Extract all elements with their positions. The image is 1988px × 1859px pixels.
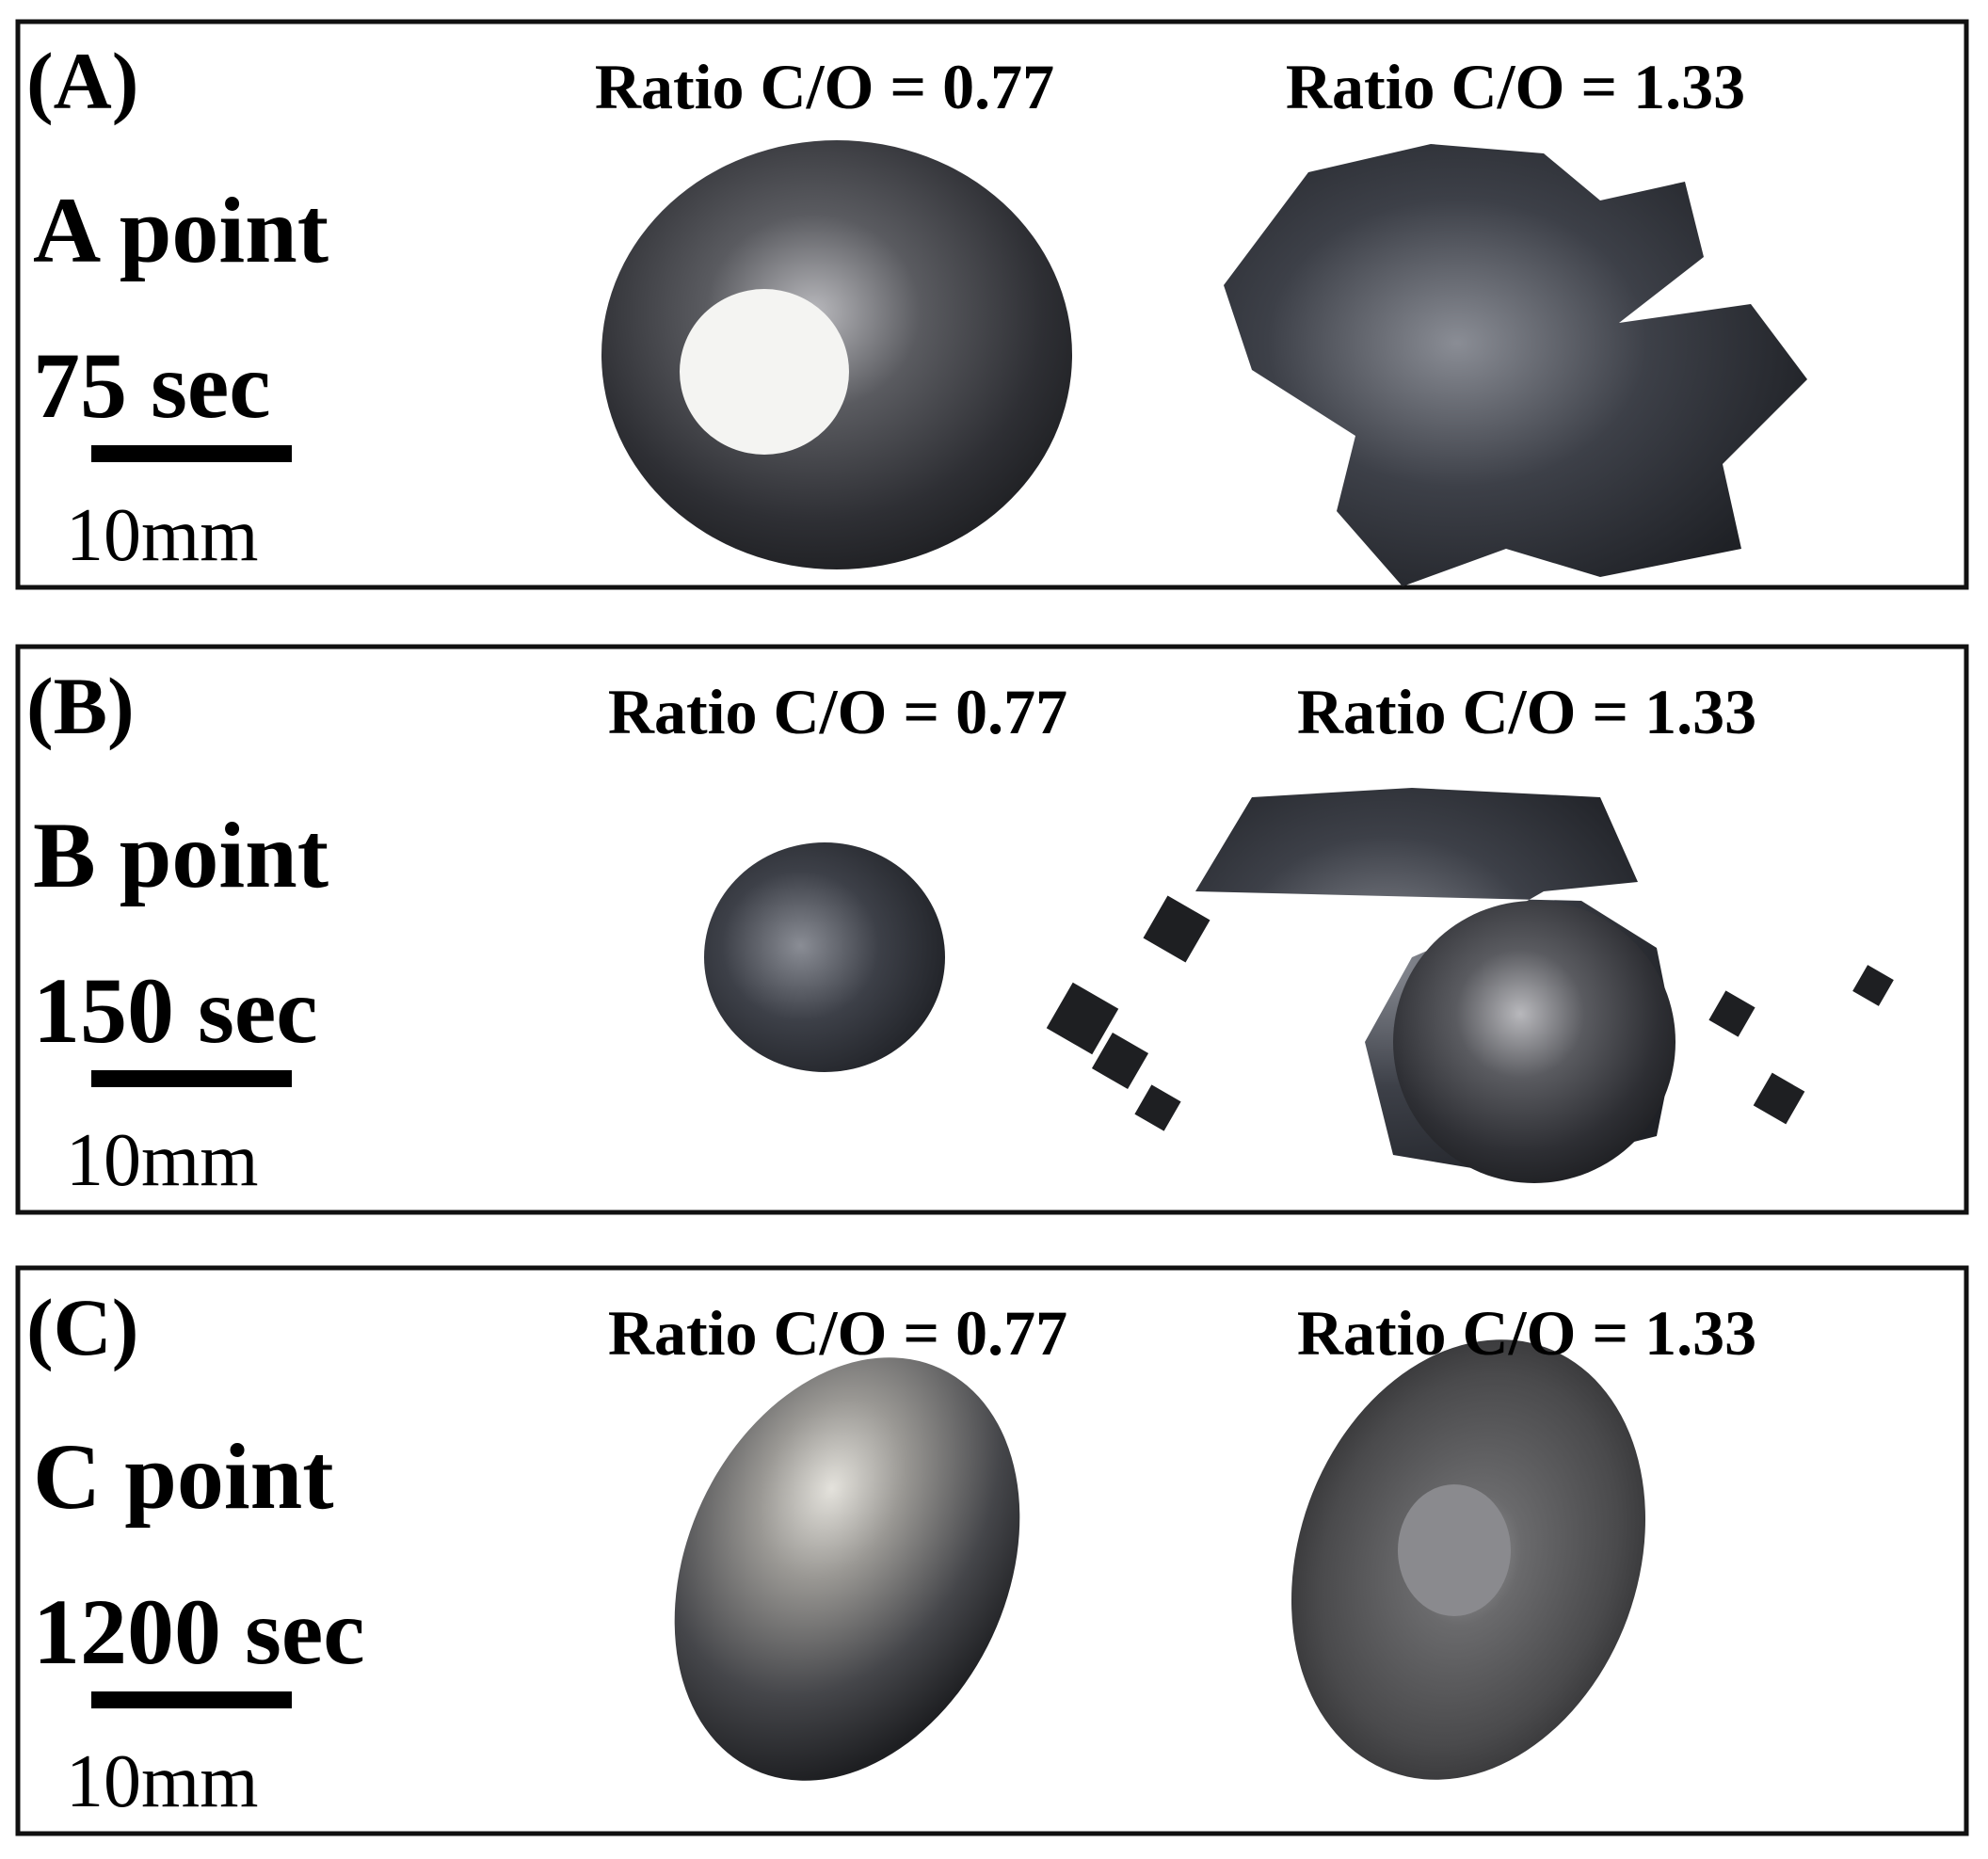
point-label: A point [33,178,329,282]
panel-border [15,19,1969,590]
point-label: C point [33,1424,334,1529]
time-label: 1200 sec [33,1579,365,1684]
panel-border [15,644,1969,1215]
fragment [1852,965,1894,1006]
fragment [1753,1072,1805,1125]
sample-photo [704,842,945,1072]
scale-label: 10mm [66,1119,258,1202]
point-label: B point [33,803,329,907]
sample-bump [1398,1484,1511,1616]
ratio-caption: Ratio C/O = 0.77 [608,1297,1067,1369]
ratio-caption: Ratio C/O = 1.33 [1297,1297,1756,1369]
sample-hole [680,289,849,455]
time-label: 150 sec [33,958,318,1063]
scale-bar [91,1691,292,1708]
ratio-caption: Ratio C/O = 0.77 [608,676,1067,747]
panel: (A) A point 75 sec 10mm Ratio C/O = 0.77 Rati… [15,19,1969,590]
scale-label: 10mm [66,1740,258,1823]
panel-border [15,1265,1969,1836]
sample-photo [1393,901,1675,1183]
scale-bar [91,1070,292,1087]
scale-label: 10mm [66,494,258,577]
sample-photo [1224,144,1807,586]
scale-bar [91,445,292,462]
ratio-caption: Ratio C/O = 1.33 [1286,51,1745,122]
fragment [1708,990,1756,1037]
ratio-caption: Ratio C/O = 1.33 [1297,676,1756,747]
panel: (C) C point 1200 sec 10mm Ratio C/O = 0.77 Ra… [15,1265,1969,1836]
panel: (B) B point 150 sec 10mm Ratio C/O = 0.77 Rat… [15,644,1969,1215]
panel-label: (A) [26,36,138,126]
fragment [1046,982,1119,1055]
panel-label: (B) [26,661,135,751]
fragment [1143,895,1210,963]
time-label: 75 sec [33,333,271,438]
sample-photo [674,1357,1020,1781]
fragment [1134,1084,1181,1131]
fragment [1091,1032,1149,1090]
panel-label: (C) [26,1282,138,1372]
ratio-caption: Ratio C/O = 0.77 [595,51,1054,122]
